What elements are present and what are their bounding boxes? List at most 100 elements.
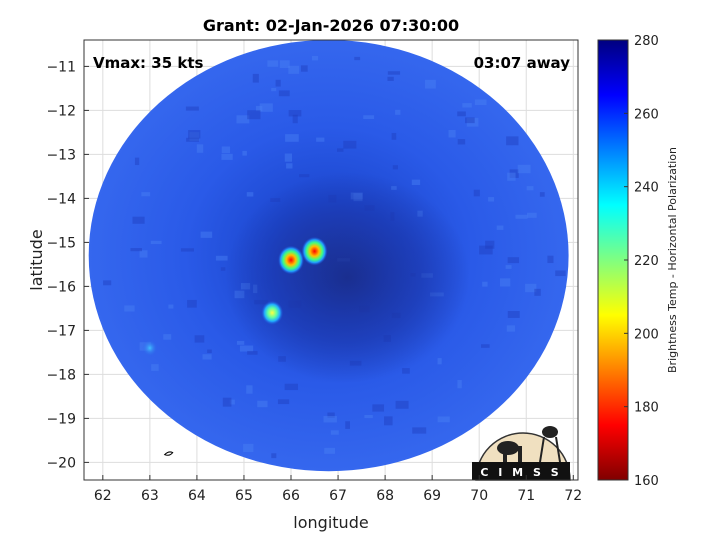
- colorbar-tick-label: 240: [634, 181, 659, 196]
- texture-patch: [425, 79, 436, 89]
- texture-patch: [247, 110, 261, 120]
- texture-patch: [207, 349, 212, 353]
- convective-cell: [301, 236, 328, 266]
- texture-patch: [132, 216, 145, 224]
- texture-patch: [194, 335, 205, 343]
- texture-patch: [252, 73, 259, 83]
- texture-patch: [507, 257, 520, 264]
- texture-patch: [186, 137, 200, 142]
- colorbar-tick-label: 260: [634, 107, 659, 122]
- texture-patch: [411, 179, 421, 186]
- texture-patch: [163, 334, 172, 340]
- water-tower-icon: [542, 426, 558, 438]
- convective-cell: [261, 300, 284, 325]
- island-outline: [163, 451, 174, 456]
- texture-patch: [292, 114, 298, 124]
- colorbar-tick-label: 220: [634, 254, 659, 269]
- colorbar: [597, 39, 629, 481]
- x-tick-label: 71: [517, 488, 535, 504]
- texture-patch: [221, 153, 233, 160]
- texture-patch: [437, 416, 450, 423]
- texture-patch: [267, 60, 279, 67]
- texture-patch: [189, 132, 200, 141]
- texture-patch: [130, 248, 142, 252]
- texture-patch: [247, 350, 258, 355]
- texture-patch: [507, 172, 516, 181]
- texture-patch: [180, 248, 194, 252]
- texture-patch: [526, 212, 537, 218]
- texture-patch: [500, 278, 511, 287]
- x-tick-label: 62: [94, 488, 112, 504]
- texture-patch: [236, 340, 245, 345]
- texture-patch: [482, 281, 488, 287]
- texture-patch: [284, 153, 293, 162]
- texture-patch: [275, 79, 281, 87]
- y-axis-label: latitude: [27, 229, 46, 290]
- texture-patch: [168, 304, 174, 309]
- texture-patch: [448, 129, 456, 138]
- texture-patch: [345, 421, 350, 429]
- texture-patch: [481, 344, 490, 348]
- vmax-label: Vmax: 35 kts: [93, 54, 203, 72]
- texture-patch: [387, 76, 394, 81]
- texture-patch: [246, 192, 254, 197]
- texture-patch: [488, 197, 495, 202]
- texture-patch: [134, 157, 140, 166]
- texture-patch: [474, 99, 487, 105]
- texture-patch: [507, 310, 520, 318]
- texture-patch: [555, 270, 566, 277]
- texture-patch: [246, 385, 253, 394]
- texture-patch: [327, 412, 335, 418]
- y-axis-ticks: −11 −12 −13 −14 −15 −16 −17 −18 −19 −20: [46, 59, 89, 471]
- texture-patch: [466, 117, 479, 127]
- x-axis-label: longitude: [293, 513, 368, 532]
- texture-patch: [539, 192, 545, 197]
- texture-patch: [259, 103, 273, 112]
- convective-cell: [278, 245, 305, 275]
- y-tick-label: −16: [46, 279, 76, 295]
- texture-patch: [412, 427, 427, 434]
- y-tick-label: −12: [46, 103, 76, 119]
- texture-patch: [387, 71, 401, 75]
- texture-patch: [141, 192, 151, 197]
- texture-patch: [473, 189, 480, 197]
- texture-patch: [299, 174, 310, 178]
- y-tick-label: −11: [46, 59, 76, 75]
- x-tick-label: 69: [423, 488, 441, 504]
- texture-patch: [372, 404, 385, 412]
- texture-patch: [506, 325, 516, 332]
- texture-patch: [202, 354, 212, 360]
- chart-title: Grant: 02-Jan-2026 07:30:00: [203, 16, 459, 35]
- texture-patch: [277, 399, 290, 405]
- texture-patch: [515, 214, 528, 219]
- texture-patch: [534, 288, 541, 296]
- texture-patch: [330, 430, 339, 435]
- texture-patch: [354, 56, 361, 61]
- texture-patch: [243, 443, 254, 453]
- colorbar-ticks: 280 260 240 220 200 180 160: [624, 34, 659, 489]
- texture-patch: [222, 397, 232, 407]
- x-tick-label: 65: [235, 488, 253, 504]
- texture-patch: [485, 240, 495, 249]
- texture-patch: [185, 106, 199, 111]
- texture-patch: [479, 245, 493, 255]
- colorbar-tick-label: 280: [634, 34, 659, 49]
- texture-patch: [384, 416, 393, 426]
- texture-patch: [457, 139, 466, 145]
- texture-patch: [271, 87, 277, 92]
- texture-patch: [285, 134, 299, 142]
- cimss-logo: C I M S S: [472, 426, 571, 481]
- texture-patch: [505, 265, 512, 269]
- texture-patch: [323, 416, 337, 423]
- texture-patch: [465, 117, 475, 124]
- texture-patch: [496, 225, 504, 230]
- texture-patch: [462, 103, 472, 108]
- texture-patch: [284, 383, 299, 391]
- texture-patch: [278, 90, 290, 97]
- texture-patch: [215, 255, 228, 261]
- colorbar-tick-label: 160: [634, 474, 659, 489]
- y-tick-label: −17: [46, 323, 76, 339]
- texture-patch: [395, 109, 401, 115]
- texture-patch: [509, 169, 519, 178]
- texture-patch: [337, 148, 344, 152]
